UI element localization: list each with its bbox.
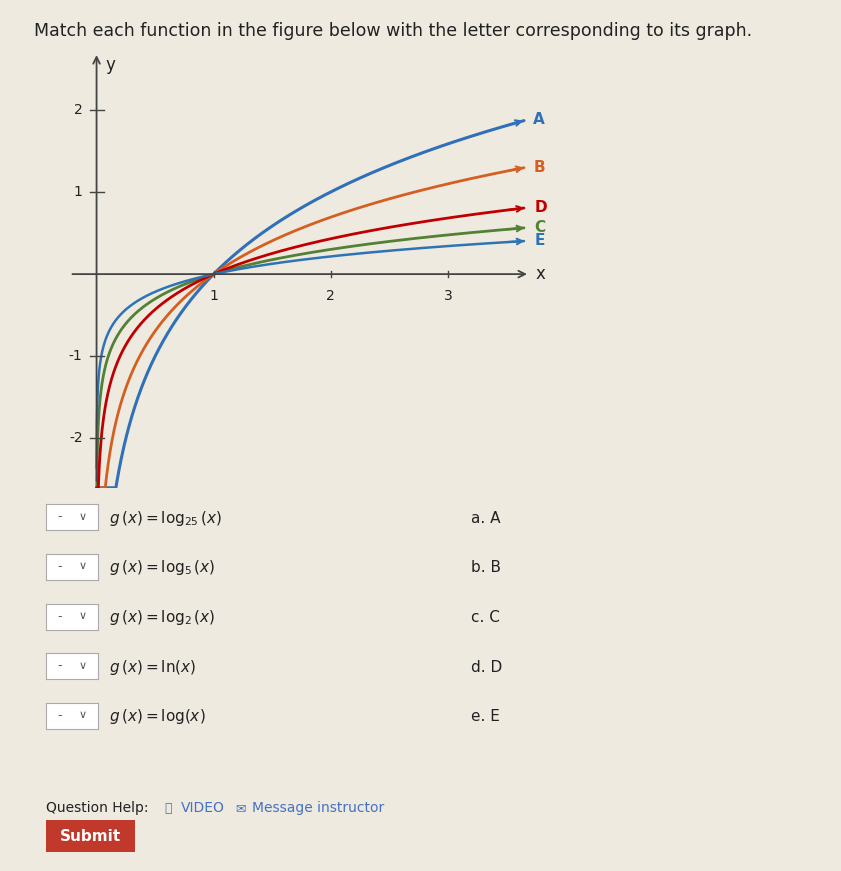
Text: x: x	[536, 265, 546, 283]
Text: $g\,(x) = \ln(x)$: $g\,(x) = \ln(x)$	[109, 658, 197, 677]
Text: B: B	[534, 159, 545, 174]
Text: 📄: 📄	[164, 802, 172, 814]
Text: $g\,(x) = \log_{5}(x)$: $g\,(x) = \log_{5}(x)$	[109, 558, 216, 577]
Text: $g\,(x) = \log(x)$: $g\,(x) = \log(x)$	[109, 707, 206, 726]
Text: 1: 1	[209, 289, 218, 303]
Text: c. C: c. C	[471, 610, 500, 625]
Text: e. E: e. E	[471, 709, 500, 725]
Text: $g\,(x) = \log_{2}(x)$: $g\,(x) = \log_{2}(x)$	[109, 608, 216, 627]
Text: 1: 1	[74, 185, 82, 199]
Text: -: -	[58, 709, 62, 722]
Text: C: C	[534, 220, 546, 235]
Text: Message instructor: Message instructor	[252, 801, 384, 815]
Text: Match each function in the figure below with the letter corresponding to its gra: Match each function in the figure below …	[34, 22, 752, 40]
Text: D: D	[534, 200, 547, 215]
Text: $g\,(x) = \log_{25}(x)$: $g\,(x) = \log_{25}(x)$	[109, 509, 223, 528]
Text: -: -	[58, 510, 62, 523]
Text: 2: 2	[74, 103, 82, 117]
Text: ✉: ✉	[235, 802, 246, 814]
Text: E: E	[534, 233, 545, 248]
Text: ∨: ∨	[78, 711, 87, 720]
Text: ∨: ∨	[78, 611, 87, 621]
Text: 2: 2	[326, 289, 335, 303]
Text: A: A	[533, 112, 545, 127]
Text: d. D: d. D	[471, 659, 502, 675]
Text: b. B: b. B	[471, 560, 501, 576]
Text: Question Help:: Question Help:	[46, 801, 149, 815]
Text: -2: -2	[69, 431, 82, 445]
Text: y: y	[106, 57, 116, 74]
Text: a. A: a. A	[471, 510, 500, 526]
Text: ∨: ∨	[78, 661, 87, 671]
Text: ∨: ∨	[78, 512, 87, 522]
Text: -: -	[58, 610, 62, 623]
Text: -: -	[58, 659, 62, 672]
Text: ∨: ∨	[78, 562, 87, 571]
Text: Submit: Submit	[60, 828, 121, 844]
Text: -1: -1	[69, 349, 82, 363]
Text: 3: 3	[443, 289, 452, 303]
Text: VIDEO: VIDEO	[181, 801, 225, 815]
Text: -: -	[58, 560, 62, 573]
